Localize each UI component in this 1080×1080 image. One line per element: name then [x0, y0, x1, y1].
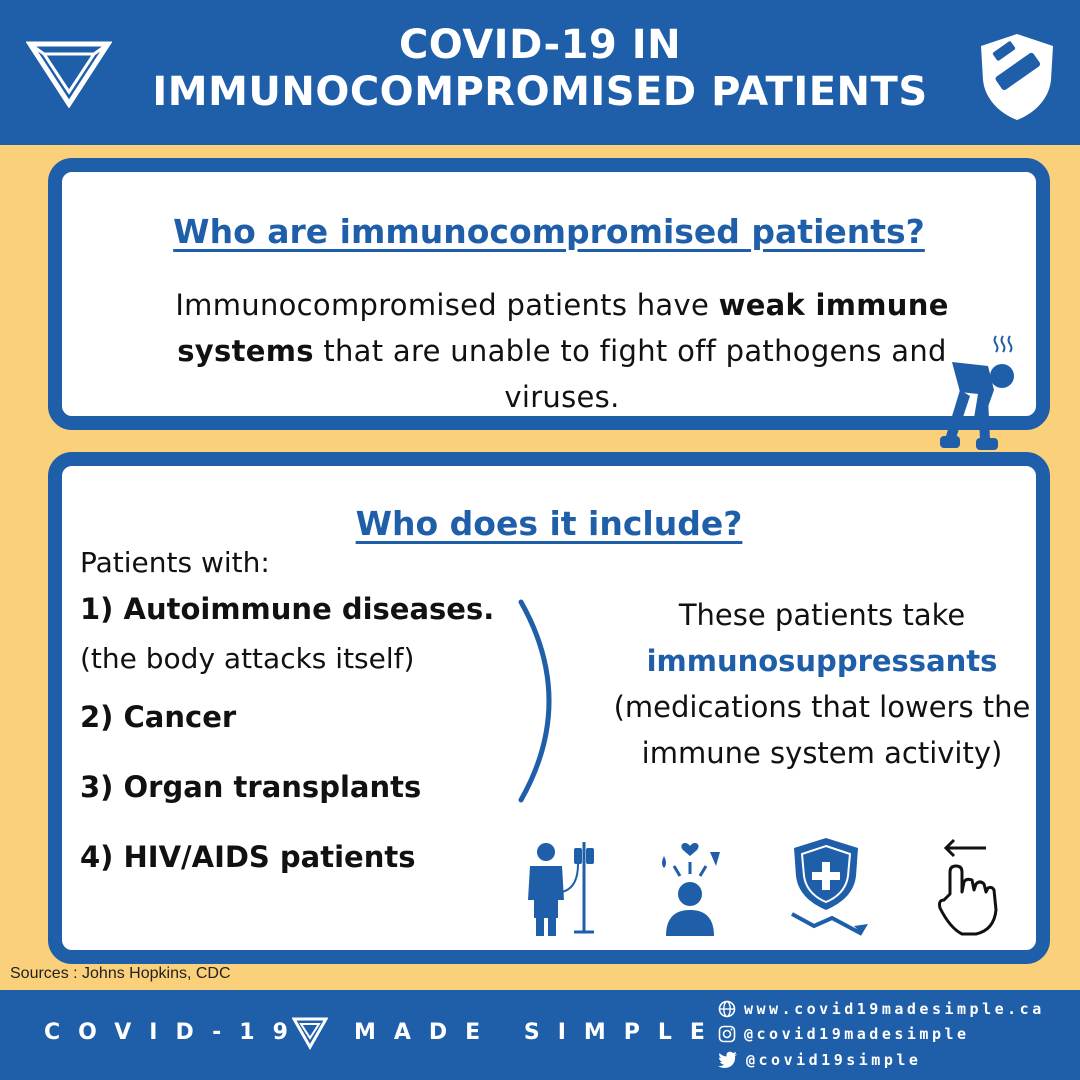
shield-logo-icon — [981, 34, 1053, 120]
page-title-line1: COVID-19 IN — [398, 22, 682, 68]
footer-brand-made-simple: MADE SIMPLE — [354, 1020, 723, 1045]
twitter-icon — [718, 1051, 737, 1068]
page-title: COVID-19 IN IMMUNOCOMPROMISED PATIENTS — [140, 22, 940, 116]
sources-note: Sources : Johns Hopkins, CDC — [10, 965, 231, 982]
instagram-link[interactable]: @covid19madesimple — [718, 1025, 970, 1043]
sick-person-icon — [940, 335, 1014, 450]
triangle-logo-icon — [26, 41, 112, 108]
definition-heading: Who are immunocompromised patients? — [173, 212, 925, 251]
patients-with-label: Patients with: — [80, 546, 270, 579]
condition-item: 4) HIV/AIDS patients — [80, 840, 416, 874]
definition-text-part2: that are unable to fight off pathogens a… — [313, 334, 947, 414]
inclusion-heading: Who does it include? — [355, 504, 743, 543]
swipe-left-icon — [938, 838, 998, 936]
definition-text-bold: weak immune systems — [177, 288, 949, 368]
triangle-logo-icon — [292, 1017, 328, 1050]
definition-card: Who are immunocompromised patients? Immu… — [48, 158, 1050, 430]
immunosuppressant-line2: (medications that lowers the immune syst… — [613, 690, 1031, 770]
page-title-line2: IMMUNOCOMPROMISED PATIENTS — [152, 69, 928, 115]
definition-text-part1: Immunocompromised patients have — [175, 288, 719, 322]
header-banner: COVID-19 IN IMMUNOCOMPROMISED PATIENTS — [0, 0, 1080, 145]
website-link[interactable]: www.covid19madesimple.ca — [718, 1000, 1045, 1018]
footer-banner: COVID-19 MADE SIMPLE www.covid19madesimp… — [0, 990, 1080, 1080]
mental-stress-icon — [662, 843, 720, 936]
immunosuppressant-keyword: immunosuppressants — [646, 644, 998, 678]
shield-down-icon — [791, 838, 868, 936]
condition-note: (the body attacks itself) — [80, 642, 415, 675]
definition-text: Immunocompromised patients have weak imm… — [122, 282, 1002, 420]
immunosuppressant-text: These patients take immunosuppressants (… — [602, 592, 1042, 776]
globe-icon — [718, 1000, 736, 1018]
instagram-text: @covid19madesimple — [744, 1025, 970, 1043]
footer-brand-covid: COVID-19 — [44, 1020, 306, 1045]
website-text: www.covid19madesimple.ca — [744, 1000, 1045, 1018]
condition-item: 2) Cancer — [80, 700, 237, 734]
condition-item: 3) Organ transplants — [80, 770, 422, 804]
instagram-icon — [718, 1025, 736, 1043]
condition-item: 1) Autoimmune diseases. — [80, 592, 495, 626]
twitter-text: @covid19simple — [746, 1051, 922, 1069]
patient-iv-icon — [528, 842, 594, 936]
inclusion-card: Who does it include? Patients with: 1) A… — [48, 452, 1050, 964]
immunosuppressant-line1: These patients take — [678, 598, 966, 632]
bracket-divider — [518, 599, 552, 803]
twitter-link[interactable]: @covid19simple — [718, 1051, 921, 1069]
